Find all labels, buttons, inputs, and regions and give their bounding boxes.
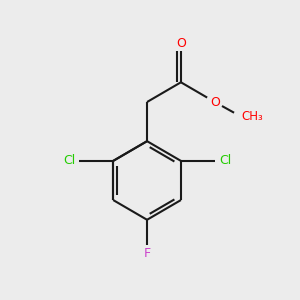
- Text: F: F: [143, 247, 151, 260]
- Text: O: O: [176, 37, 186, 50]
- Text: CH₃: CH₃: [241, 110, 263, 123]
- Text: Cl: Cl: [63, 154, 75, 167]
- Text: O: O: [210, 95, 220, 109]
- Text: Cl: Cl: [219, 154, 231, 167]
